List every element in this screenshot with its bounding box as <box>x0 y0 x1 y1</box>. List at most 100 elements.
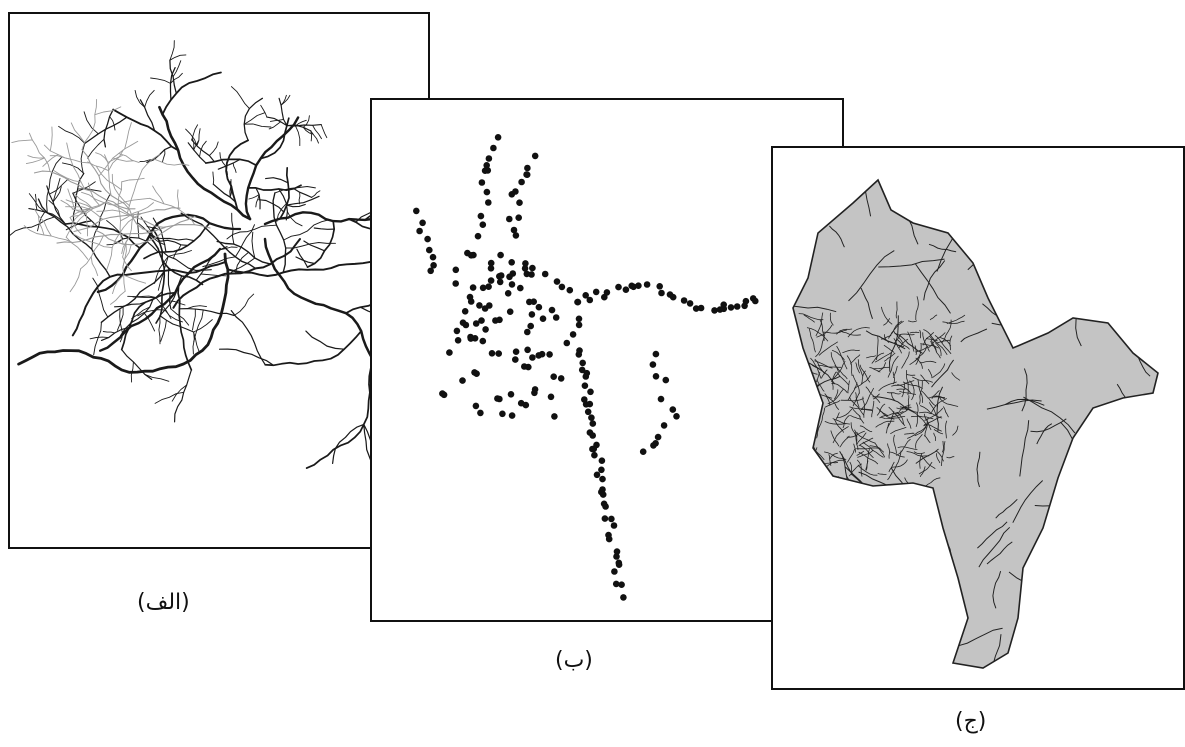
sample-point <box>512 188 519 195</box>
sample-point <box>602 503 609 510</box>
sample-point <box>680 297 688 304</box>
sample-point <box>586 400 594 408</box>
sample-point <box>429 253 437 261</box>
sample-point <box>558 283 566 291</box>
sample-point <box>446 349 453 356</box>
sample-point <box>599 491 607 498</box>
sample-point <box>654 433 662 441</box>
sample-point <box>589 420 597 427</box>
sample-point <box>479 337 487 345</box>
sample-point <box>508 281 516 288</box>
caption-c: (ج) <box>955 709 987 734</box>
sample-point <box>485 283 492 290</box>
sample-point <box>504 290 512 297</box>
sample-point <box>727 304 735 311</box>
sample-point <box>579 359 586 367</box>
sample-point <box>495 350 502 357</box>
sample-point <box>548 306 556 314</box>
sample-point <box>622 286 630 293</box>
sample-point <box>660 422 668 429</box>
sample-point <box>582 292 589 299</box>
sample-point <box>599 475 606 483</box>
sample-point <box>686 300 694 307</box>
sample-point <box>613 548 621 555</box>
sample-point <box>459 377 466 384</box>
sample-point <box>649 361 657 368</box>
sample-point <box>615 561 623 568</box>
sample-point <box>424 235 431 243</box>
sample-point <box>426 246 433 254</box>
sample-point <box>469 284 477 291</box>
sample-point <box>546 351 553 358</box>
sample-point <box>669 293 677 301</box>
sample-point <box>547 393 555 401</box>
sample-point <box>586 296 594 304</box>
sample-point <box>551 413 558 420</box>
sample-point <box>527 322 534 330</box>
sample-point <box>531 152 539 160</box>
sample-point <box>523 171 530 178</box>
sample-point <box>711 307 718 314</box>
sample-point <box>452 266 460 274</box>
sample-point <box>467 252 475 259</box>
sample-point <box>521 363 528 370</box>
sample-point <box>482 326 489 333</box>
sample-point <box>733 303 741 310</box>
sample-point <box>499 410 506 418</box>
sample-point <box>669 406 677 413</box>
sample-point <box>471 369 478 376</box>
caption-a: (الف) <box>137 590 190 615</box>
sample-point <box>459 319 467 326</box>
sample-point <box>512 356 519 363</box>
sample-point <box>575 321 583 329</box>
sample-point <box>439 390 446 397</box>
sample-point <box>528 311 536 318</box>
sample-point <box>658 289 665 297</box>
sample-point <box>506 215 513 223</box>
sample-point <box>673 413 680 420</box>
river-network-map <box>10 40 428 496</box>
sample-point <box>522 401 530 409</box>
sample-point <box>516 199 523 206</box>
sample-point <box>528 271 535 278</box>
sample-point <box>430 262 437 269</box>
sample-point <box>487 277 495 284</box>
point-samples-map <box>413 134 759 601</box>
sample-point <box>521 265 529 272</box>
sample-point <box>587 388 594 396</box>
sample-point <box>535 303 543 311</box>
sample-point <box>419 219 426 227</box>
sample-point <box>522 260 529 267</box>
sample-point <box>608 515 615 523</box>
sample-point <box>610 522 618 529</box>
sample-point <box>749 295 757 302</box>
sample-point <box>479 221 487 228</box>
sample-point <box>652 373 660 380</box>
sample-point <box>692 305 700 312</box>
sample-point <box>613 553 620 560</box>
sample-point <box>453 327 461 335</box>
sample-point <box>557 375 565 382</box>
sample-point <box>584 408 592 416</box>
basin-fill <box>793 180 1158 668</box>
sample-point <box>427 267 434 275</box>
sample-point <box>507 391 515 398</box>
sample-point <box>485 155 493 162</box>
sample-point <box>494 134 502 141</box>
sample-point <box>575 315 583 323</box>
panel-point-samples <box>370 98 844 622</box>
sample-point <box>478 179 486 186</box>
basin-outline <box>792 178 1159 669</box>
sample-point <box>650 442 657 449</box>
sample-point <box>497 251 504 259</box>
sample-point <box>601 515 609 522</box>
panel-sub-basins <box>771 146 1185 690</box>
sample-point <box>510 226 518 234</box>
sample-point <box>639 448 647 456</box>
panel-river-network <box>8 12 430 549</box>
sample-point <box>742 297 750 305</box>
sample-point <box>496 395 503 403</box>
caption-b: (ب) <box>555 648 593 673</box>
sample-point <box>535 352 542 359</box>
sample-point <box>452 280 459 287</box>
